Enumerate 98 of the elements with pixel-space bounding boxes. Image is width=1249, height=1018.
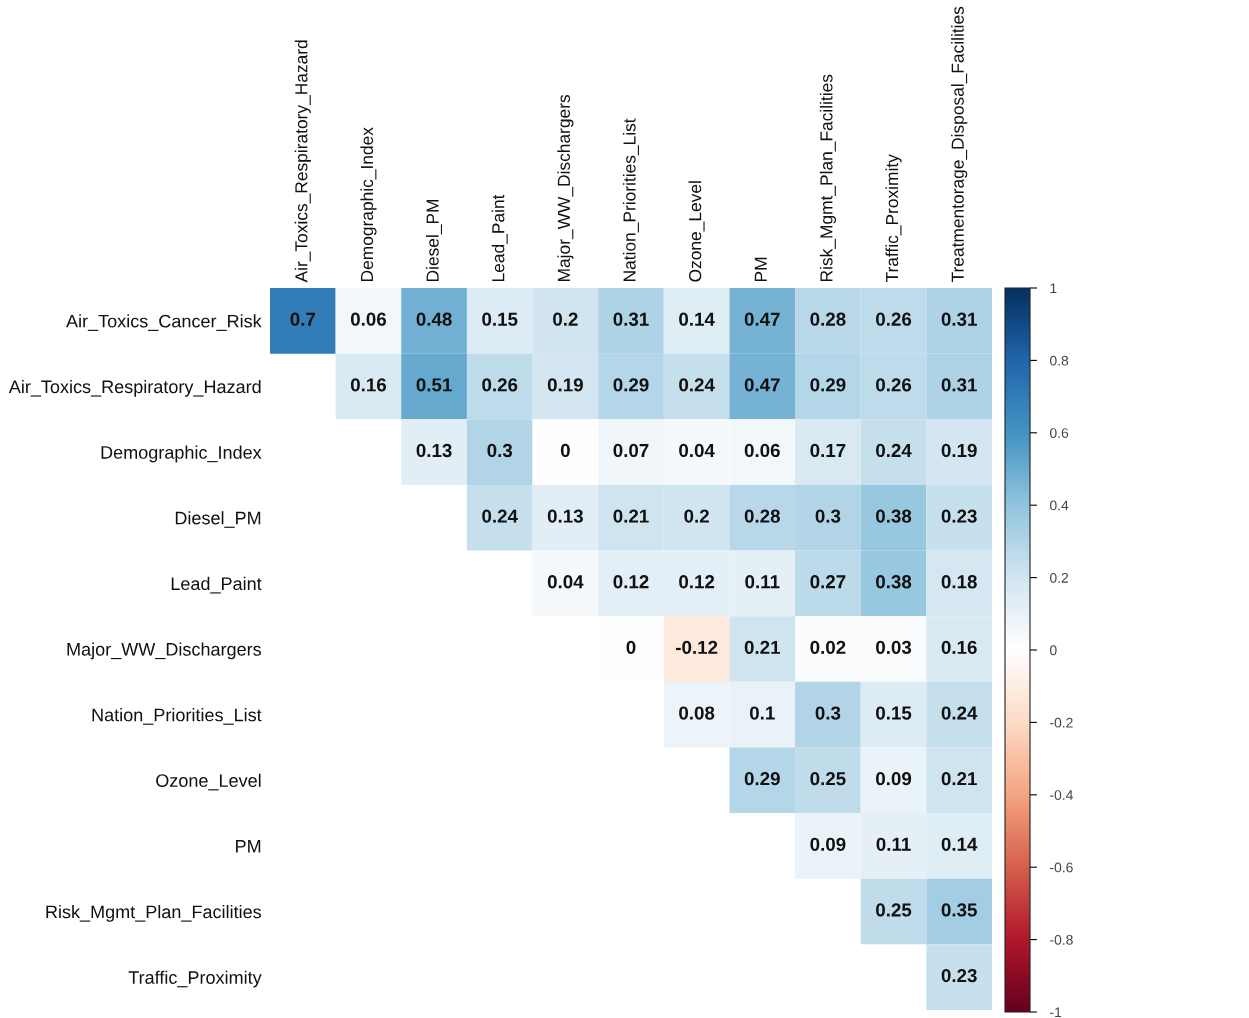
data-label: 0.13 — [416, 443, 452, 458]
data-label: 0 — [560, 443, 570, 458]
data-label: 0.16 — [350, 378, 387, 392]
color-bar-label: -1 — [1050, 1007, 1062, 1018]
x-tick-label: Demographic_Index — [360, 127, 377, 282]
color-bar-label: -0.2 — [1050, 717, 1073, 728]
data-label: 0.18 — [941, 575, 977, 589]
data-label: 0.47 — [744, 378, 780, 392]
data-label: 0.04 — [679, 443, 715, 458]
y-tick-label: Major_WW_Dischargers — [67, 642, 262, 660]
data-label: 0.47 — [744, 312, 780, 326]
y-tick-label: Traffic_Proximity — [128, 970, 262, 988]
data-label: 0.25 — [876, 903, 912, 917]
data-label: 0.2 — [684, 509, 709, 523]
color-bar-label: -0.6 — [1050, 862, 1073, 873]
data-label: 0.29 — [613, 378, 649, 392]
x-tick-label: Ozone_Level — [688, 181, 705, 282]
y-tick-label: Ozone_Level — [156, 773, 261, 791]
data-label: 0.02 — [810, 640, 846, 655]
data-label: 0.29 — [744, 772, 780, 786]
data-label: 0.26 — [482, 378, 518, 392]
data-label: 0.11 — [876, 837, 911, 851]
color-bar-label: 0 — [1049, 645, 1057, 656]
color-bar-label: 0.2 — [1049, 572, 1069, 583]
x-tick-label: PM — [754, 257, 767, 282]
y-tick-label: Nation_Priorities_List — [92, 708, 262, 725]
data-label: 0.29 — [810, 378, 846, 392]
data-label: 0.23 — [941, 509, 977, 523]
data-label: 0.03 — [876, 640, 912, 655]
color-bar-label: 0.6 — [1049, 428, 1069, 438]
x-tick-label: Lead_Paint — [491, 194, 508, 282]
y-tick-label: Demographic_Index — [101, 445, 262, 463]
data-label: 0.3 — [815, 509, 841, 523]
y-tick-label: Risk_Mgmt_Plan_Facilities — [46, 905, 262, 922]
data-label: 0.25 — [810, 772, 846, 786]
data-label: 0 — [626, 640, 636, 655]
y-tick-label: Diesel_PM — [175, 511, 261, 528]
data-label: 0.23 — [941, 968, 977, 983]
color-bar-label: 0.4 — [1049, 500, 1069, 511]
data-label: 0.19 — [547, 378, 583, 392]
data-label: 0.15 — [482, 312, 518, 326]
data-label: 0.17 — [810, 443, 846, 458]
data-label: 0.7 — [290, 312, 316, 326]
color-bar-label: -0.8 — [1050, 934, 1073, 945]
data-label: 0.3 — [487, 443, 513, 458]
y-tick-label: Air_Toxics_Respiratory_Hazard — [8, 379, 261, 397]
data-label: -0.12 — [676, 640, 718, 655]
data-label: 0.27 — [810, 575, 846, 589]
data-label: 0.09 — [810, 837, 846, 851]
x-tick-label: Traffic_Proximity — [885, 154, 902, 283]
data-label: 0.16 — [941, 640, 977, 655]
data-label: 0.2 — [553, 312, 578, 326]
data-label: 0.06 — [744, 443, 780, 458]
y-tick-label: Lead_Paint — [171, 576, 262, 594]
data-label: 0.31 — [613, 312, 649, 326]
data-label: 0.19 — [941, 443, 977, 458]
data-label: 0.26 — [876, 378, 912, 392]
data-label: 0.38 — [876, 575, 912, 589]
color-bar-label: 1 — [1050, 283, 1057, 294]
data-label: 0.12 — [679, 575, 715, 589]
data-label: 0.13 — [547, 509, 583, 523]
y-tick-label: Air_Toxics_Cancer_Risk — [66, 314, 262, 331]
data-label: 0.3 — [815, 706, 841, 720]
x-tick-label: Treatmentorage_Disposal_Facilities — [951, 6, 968, 283]
data-label: 0.08 — [679, 706, 715, 720]
data-label: 0.31 — [941, 378, 977, 392]
data-label: 0.1 — [749, 706, 775, 720]
data-label: 0.24 — [941, 706, 978, 720]
x-tick-label: Major_WW_Dischargers — [557, 94, 574, 282]
data-label: 0.48 — [416, 312, 452, 326]
data-label: 0.24 — [679, 378, 715, 392]
data-label: 0.38 — [876, 509, 912, 523]
data-label: 0.12 — [613, 575, 649, 589]
data-label: 0.21 — [744, 640, 780, 655]
color-bar-label: 0.8 — [1049, 355, 1069, 366]
data-label: 0.14 — [679, 312, 715, 326]
data-label: 0.14 — [941, 837, 978, 851]
x-tick-label: Diesel_PM — [426, 199, 443, 282]
data-label: 0.21 — [941, 772, 977, 786]
data-label: 0.15 — [876, 706, 912, 720]
data-label: 0.11 — [745, 575, 780, 589]
data-label: 0.35 — [941, 903, 977, 917]
y-tick-label: PM — [236, 840, 261, 853]
data-label: 0.09 — [876, 772, 912, 786]
data-label: 0.24 — [876, 443, 912, 458]
data-label: 0.07 — [613, 443, 649, 458]
data-label: 0.28 — [744, 509, 780, 523]
x-tick-label: Risk_Mgmt_Plan_Facilities — [819, 74, 836, 282]
data-label: 0.21 — [613, 509, 649, 523]
data-label: 0.06 — [350, 312, 387, 326]
data-label: 0.28 — [810, 312, 846, 326]
x-tick-label: Nation_Priorities_List — [622, 118, 639, 282]
data-label: 0.51 — [416, 378, 452, 392]
data-label: 0.04 — [547, 575, 584, 589]
data-label: 0.26 — [876, 312, 912, 326]
data-label: 0.31 — [941, 312, 977, 326]
color-bar-label: -0.4 — [1050, 790, 1073, 800]
data-label: 0.24 — [482, 509, 518, 523]
